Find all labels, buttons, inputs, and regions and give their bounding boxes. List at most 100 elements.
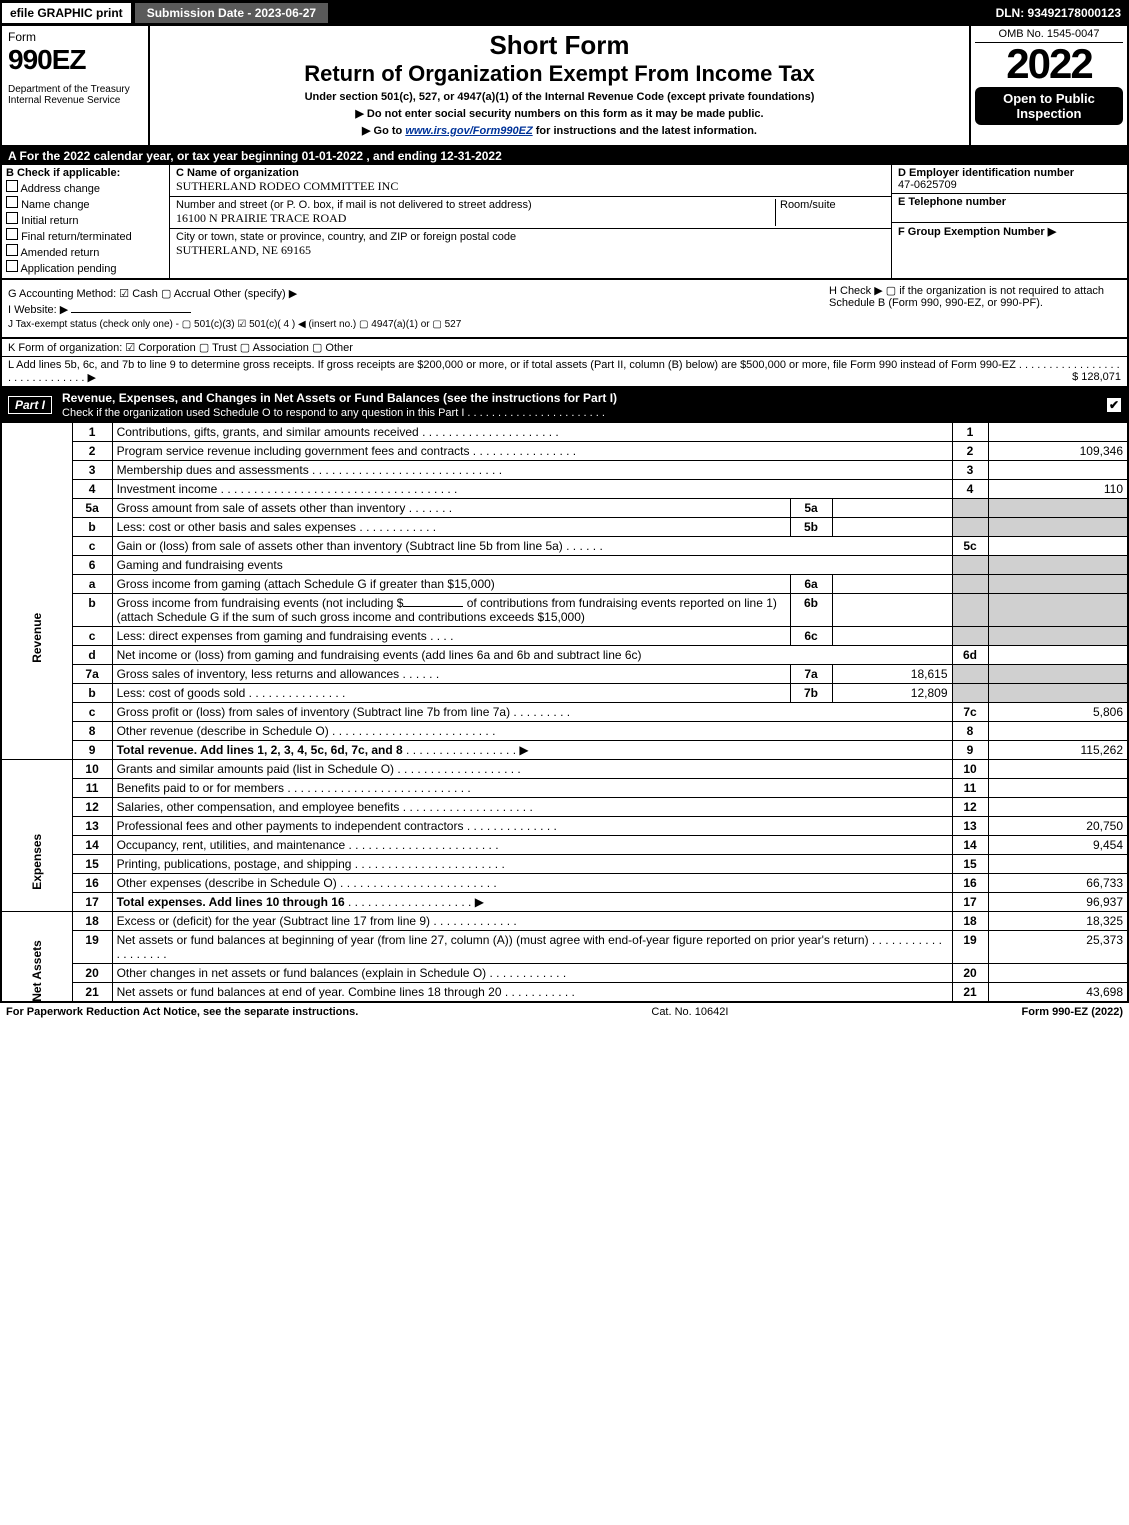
row-a-period: A For the 2022 calendar year, or tax yea… — [0, 147, 1129, 165]
irs-link[interactable]: www.irs.gov/Form990EZ — [405, 125, 532, 137]
g-accounting: G Accounting Method: ☑ Cash ▢ Accrual Ot… — [8, 287, 821, 300]
ln4-amt: 110 — [988, 480, 1128, 499]
chk-address-lbl: Address change — [20, 183, 100, 195]
j-tax-status: J Tax-exempt status (check only one) - ▢… — [8, 319, 821, 330]
chk-amended-lbl: Amended return — [20, 247, 99, 259]
goto-pre: ▶ Go to — [362, 125, 405, 137]
ln2-desc: Program service revenue including govern… — [112, 442, 952, 461]
i-website: I Website: ▶ — [8, 303, 821, 316]
ln8-amt — [988, 722, 1128, 741]
grp-lbl: F Group Exemption Number ▶ — [898, 226, 1056, 238]
ln12-amt — [988, 798, 1128, 817]
ln5a-sv — [832, 499, 952, 518]
c-street-row: Number and street (or P. O. box, if mail… — [170, 197, 891, 229]
ln6a-sv — [832, 575, 952, 594]
form-no-footer: Form 990-EZ (2022) — [1022, 1006, 1123, 1018]
chk-name-lbl: Name change — [21, 199, 90, 211]
ln17-r: 17 — [952, 893, 988, 912]
submission-date: Submission Date - 2023-06-27 — [135, 3, 328, 23]
ln6-desc: Gaming and fundraising events — [112, 556, 952, 575]
ln8-desc: Other revenue (describe in Schedule O) .… — [112, 722, 952, 741]
b-label: B Check if applicable: — [6, 167, 165, 179]
goto-post: for instructions and the latest informat… — [533, 125, 757, 137]
chk-final[interactable]: Final return/terminated — [6, 228, 165, 243]
ln15-r: 15 — [952, 855, 988, 874]
ln21-desc: Net assets or fund balances at end of ye… — [112, 983, 952, 1003]
header-center: Short Form Return of Organization Exempt… — [150, 26, 969, 145]
chk-name[interactable]: Name change — [6, 196, 165, 211]
ln3-amt — [988, 461, 1128, 480]
col-c: C Name of organization SUTHERLAND RODEO … — [170, 165, 891, 278]
ln6a-sub: 6a — [790, 575, 832, 594]
ln16-r: 16 — [952, 874, 988, 893]
ln7b-sub: 7b — [790, 684, 832, 703]
street-val: 16100 N PRAIRIE TRACE ROAD — [176, 211, 346, 225]
l-amount: $ 128,071 — [1072, 371, 1121, 383]
ln20-amt — [988, 964, 1128, 983]
ln7b-sv: 12,809 — [832, 684, 952, 703]
ln7a-sub: 7a — [790, 665, 832, 684]
goto-line: ▶ Go to www.irs.gov/Form990EZ for instru… — [158, 124, 961, 137]
page-footer: For Paperwork Reduction Act Notice, see … — [0, 1003, 1129, 1021]
chk-amended[interactable]: Amended return — [6, 244, 165, 259]
e-tel: E Telephone number — [892, 194, 1127, 223]
ln14-amt: 9,454 — [988, 836, 1128, 855]
side-expenses: Expenses — [1, 760, 72, 912]
c-name-lbl: C Name of organization — [176, 167, 299, 179]
ln17-amt: 96,937 — [988, 893, 1128, 912]
ln6d-desc: Net income or (loss) from gaming and fun… — [112, 646, 952, 665]
ln6b-sv — [832, 594, 952, 627]
ln5b-sv — [832, 518, 952, 537]
ln7c-desc: Gross profit or (loss) from sales of inv… — [112, 703, 952, 722]
ln13-desc: Professional fees and other payments to … — [112, 817, 952, 836]
col-def: D Employer identification number 47-0625… — [891, 165, 1127, 278]
under-section: Under section 501(c), 527, or 4947(a)(1)… — [158, 91, 961, 103]
dept-label: Department of the Treasury Internal Reve… — [8, 84, 142, 106]
ln20-r: 20 — [952, 964, 988, 983]
ln15-amt — [988, 855, 1128, 874]
ln18-amt: 18,325 — [988, 912, 1128, 931]
ln14-desc: Occupancy, rent, utilities, and maintena… — [112, 836, 952, 855]
ln5a-desc: Gross amount from sale of assets other t… — [112, 499, 790, 518]
pra-notice: For Paperwork Reduction Act Notice, see … — [6, 1006, 358, 1018]
c-name-row: C Name of organization SUTHERLAND RODEO … — [170, 165, 891, 197]
form-number: 990EZ — [8, 44, 142, 76]
chk-pending[interactable]: Application pending — [6, 260, 165, 275]
ln7a-sv: 18,615 — [832, 665, 952, 684]
row-l: L Add lines 5b, 6c, and 7b to line 9 to … — [0, 357, 1129, 388]
ln7b-desc: Less: cost of goods sold . . . . . . . .… — [112, 684, 790, 703]
ln9-amt: 115,262 — [988, 741, 1128, 760]
ln7a-desc: Gross sales of inventory, less returns a… — [112, 665, 790, 684]
ln5b-desc: Less: cost or other basis and sales expe… — [112, 518, 790, 537]
ln12-desc: Salaries, other compensation, and employ… — [112, 798, 952, 817]
ln4-desc: Investment income . . . . . . . . . . . … — [112, 480, 952, 499]
section-bcdef: B Check if applicable: Address change Na… — [0, 165, 1129, 280]
cat-no: Cat. No. 10642I — [651, 1006, 728, 1018]
open-public: Open to Public Inspection — [975, 87, 1123, 125]
ln16-desc: Other expenses (describe in Schedule O) … — [112, 874, 952, 893]
ln5a-sub: 5a — [790, 499, 832, 518]
ln7c-r: 7c — [952, 703, 988, 722]
ln7c-amt: 5,806 — [988, 703, 1128, 722]
chk-address[interactable]: Address change — [6, 180, 165, 195]
ln5c-desc: Gain or (loss) from sale of assets other… — [112, 537, 952, 556]
org-name: SUTHERLAND RODEO COMMITTEE INC — [176, 179, 398, 193]
ln6c-sv — [832, 627, 952, 646]
form-word: Form — [8, 30, 142, 44]
chk-initial[interactable]: Initial return — [6, 212, 165, 227]
top-bar: efile GRAPHIC print Submission Date - 20… — [0, 0, 1129, 26]
ln11-desc: Benefits paid to or for members . . . . … — [112, 779, 952, 798]
ln6d-r: 6d — [952, 646, 988, 665]
ln16-amt: 66,733 — [988, 874, 1128, 893]
dln-label: DLN: 93492178000123 — [996, 6, 1129, 20]
ln5c-r: 5c — [952, 537, 988, 556]
ln10-amt — [988, 760, 1128, 779]
chk-pending-lbl: Application pending — [20, 263, 116, 275]
ln19-amt: 25,373 — [988, 931, 1128, 964]
ln9-desc: Total revenue. Add lines 1, 2, 3, 4, 5c,… — [112, 741, 952, 760]
ln1-amt — [988, 423, 1128, 442]
ln9-r: 9 — [952, 741, 988, 760]
form-header: Form 990EZ Department of the Treasury In… — [0, 26, 1129, 147]
ln1-no: 1 — [72, 423, 112, 442]
ln4-r: 4 — [952, 480, 988, 499]
